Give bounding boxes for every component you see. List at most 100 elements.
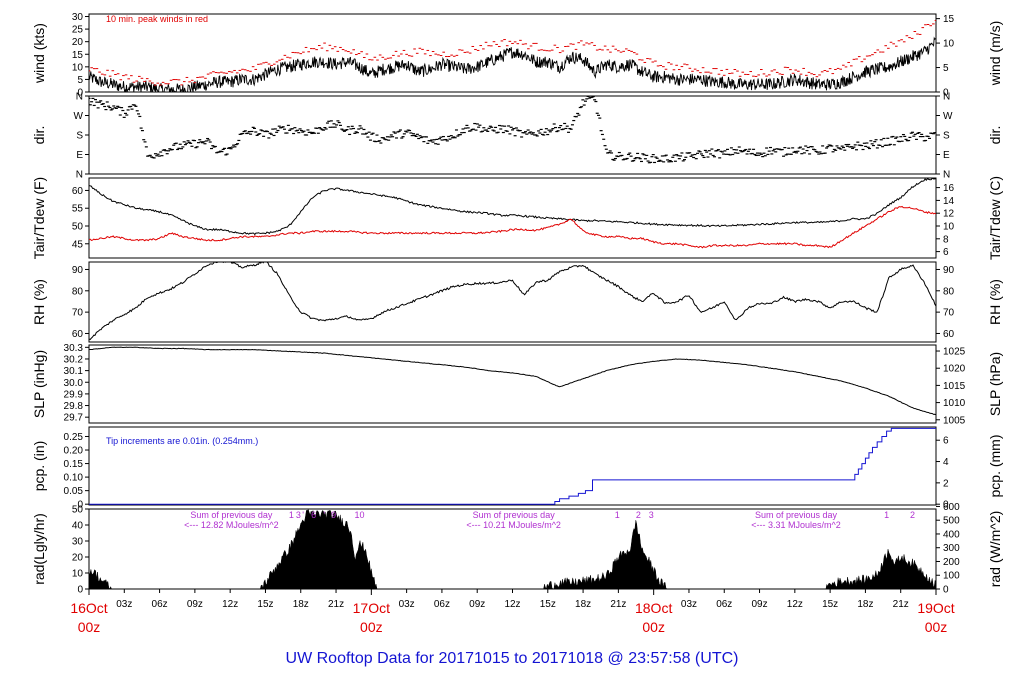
x-tick-label: 18z (575, 599, 591, 610)
date-label-zulu: 00z (360, 619, 383, 635)
wind-peak-note: 10 min. peak winds in red (106, 14, 208, 24)
y2-tick-label: 70 (943, 308, 955, 319)
rad-sum-line2: <--- 12.82 MJoules/m^2 (184, 520, 279, 530)
x-tick-label: 12z (787, 599, 803, 610)
y2-axis-label: RH (%) (987, 279, 1003, 325)
rad-hour-mark: 2 (636, 510, 641, 520)
x-tick-label: 15z (257, 599, 273, 610)
y-tick-label: 0 (77, 585, 83, 596)
y-axis-label: RH (%) (31, 279, 47, 325)
y2-tick-label: 1015 (943, 381, 966, 392)
x-tick-label: 18z (293, 599, 309, 610)
panel-slp (85, 344, 940, 424)
series-radiation (89, 509, 936, 589)
y2-tick-label: 0 (943, 585, 949, 596)
y-tick-label: 5 (77, 75, 83, 86)
y2-tick-label: 60 (943, 329, 955, 340)
y-tick-label: 70 (72, 308, 84, 319)
y-tick-label: 50 (72, 222, 84, 233)
y2-tick-label: 16 (943, 183, 955, 194)
y-tick-label: 29.7 (64, 413, 84, 424)
y2-tick-label: 100 (943, 571, 960, 582)
x-tick-label: 18z (857, 599, 873, 610)
panel-frame (88, 13, 937, 93)
series-group (89, 178, 936, 249)
x-tick-label: 09z (469, 599, 485, 610)
y-tick-label: 10 (72, 62, 84, 73)
y2-tick-label: 6 (943, 247, 949, 258)
y-tick-label: 60 (72, 329, 84, 340)
x-tick-label: 12z (504, 599, 520, 610)
x-tick-label: 21z (893, 599, 909, 610)
y-tick-label: 0.15 (64, 459, 84, 470)
y-tick-label: 10 (72, 569, 84, 580)
y2-tick-label: 90 (943, 265, 955, 276)
x-tick-label: 03z (116, 599, 132, 610)
y-tick-label: 45 (72, 239, 84, 250)
series-wind-direction (89, 96, 936, 164)
y2-tick-label: 8 (943, 234, 949, 245)
y-tick-label: W (74, 111, 84, 122)
y-tick-label: 55 (72, 204, 84, 215)
x-tick-label: 03z (681, 599, 697, 610)
y-tick-label: 20 (72, 553, 84, 564)
series-group (89, 427, 936, 505)
rad-hour-mark: 10 (355, 510, 365, 520)
y2-tick-label: 1010 (943, 398, 966, 409)
y2-axis-label: rad (W/m^2) (987, 511, 1003, 588)
y-tick-label: 0.05 (64, 486, 84, 497)
y-tick-label: 60 (72, 186, 84, 197)
y-axis-label: Tair/Tdew (F) (31, 177, 47, 259)
y2-tick-label: E (943, 150, 950, 161)
x-tick-label: 09z (751, 599, 767, 610)
series-tdew (89, 205, 936, 249)
y-tick-label: 15 (72, 50, 84, 61)
y2-tick-label: W (943, 111, 953, 122)
y2-tick-label: S (943, 131, 950, 142)
y2-axis-label: wind (m/s) (987, 21, 1003, 87)
y-tick-label: 0.10 (64, 473, 84, 484)
rad-sum-line1: Sum of previous day (755, 510, 838, 520)
panel-frame (88, 344, 937, 424)
y-tick-label: 30.3 (64, 343, 84, 354)
y2-tick-label: 400 (943, 529, 960, 540)
series-slp (89, 346, 936, 416)
panel-wind (85, 13, 940, 93)
series-group (89, 346, 936, 416)
y2-tick-label: 2 (943, 478, 949, 489)
y2-tick-label: 10 (943, 39, 955, 50)
rad-hour-mark: 3 (649, 510, 654, 520)
x-tick-label: 15z (540, 599, 556, 610)
y-tick-label: 30.2 (64, 354, 84, 365)
y-tick-label: 0.25 (64, 432, 84, 443)
y2-tick-label: 6 (943, 436, 949, 447)
y2-tick-label: 600 (943, 502, 960, 513)
y2-tick-label: 5 (943, 63, 949, 74)
x-tick-label: 21z (328, 599, 344, 610)
y2-tick-label: 0 (943, 500, 949, 511)
y2-tick-label: N (943, 170, 950, 181)
y-tick-label: 80 (72, 286, 84, 297)
x-tick-label: 15z (822, 599, 838, 610)
date-label-zulu: 00z (925, 619, 948, 635)
y-axis-label: wind (kts) (31, 23, 47, 84)
y2-tick-label: 1025 (943, 347, 966, 358)
rad-hour-mark: 2 (910, 510, 915, 520)
series-10-min-peak (89, 19, 936, 86)
y2-axis-label: Tair/Tdew (C) (987, 176, 1003, 260)
series-rh (89, 262, 936, 341)
panel-temp (85, 177, 940, 259)
y-tick-label: 30 (72, 537, 84, 548)
date-label-day: 18Oct (635, 600, 672, 616)
rad-hour-mark: 9 (331, 510, 336, 520)
y2-tick-label: 12 (943, 209, 955, 220)
y-axis-label: SLP (inHg) (31, 350, 47, 418)
y2-tick-label: 1005 (943, 415, 966, 426)
y-tick-label: 30.1 (64, 366, 84, 377)
y-tick-label: 30 (72, 12, 84, 23)
y2-tick-label: 0 (943, 88, 949, 99)
y-tick-label: 0 (77, 88, 83, 99)
y2-tick-label: 10 (943, 222, 955, 233)
x-tick-label: 21z (610, 599, 626, 610)
